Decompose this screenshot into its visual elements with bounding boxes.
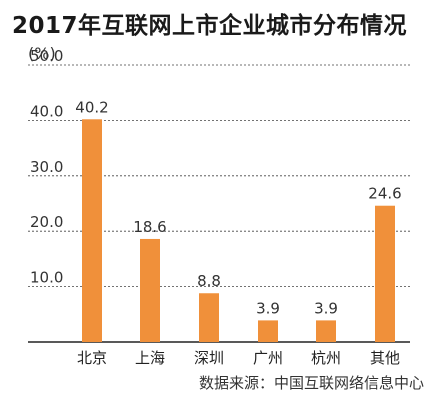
y-tick-label: 20.0 [30, 213, 63, 231]
data-source-note: 数据来源：中国互联网络信息中心 [198, 374, 424, 392]
y-tick-label: 40.0 [30, 102, 63, 120]
bar-value-label: 24.6 [368, 185, 401, 203]
x-tick-label: 深圳 [194, 349, 224, 367]
bar [199, 293, 219, 342]
bar [82, 119, 102, 343]
y-axis-unit: (%) [28, 44, 56, 63]
bar-value-label: 18.6 [133, 218, 166, 236]
x-tick-label: 杭州 [311, 349, 341, 367]
bar-value-label: 40.2 [75, 98, 108, 116]
bar-value-label: 3.9 [314, 299, 338, 317]
y-tick-label: 10.0 [30, 269, 63, 287]
x-tick-label: 其他 [370, 349, 400, 367]
y-tick-label: 50.0 [30, 47, 63, 65]
bar [258, 320, 278, 342]
bar [140, 238, 160, 342]
x-tick-label: 上海 [135, 349, 165, 367]
bar-value-label: 8.8 [197, 272, 221, 290]
bar [375, 205, 395, 342]
chart-title: 2017年互联网上市企业城市分布情况 [12, 13, 408, 39]
x-tick-label: 广州 [253, 349, 283, 367]
bar-value-label: 3.9 [256, 299, 280, 317]
bar [316, 320, 336, 342]
y-tick-label: 30.0 [30, 158, 63, 176]
x-tick-label: 北京 [77, 349, 107, 367]
